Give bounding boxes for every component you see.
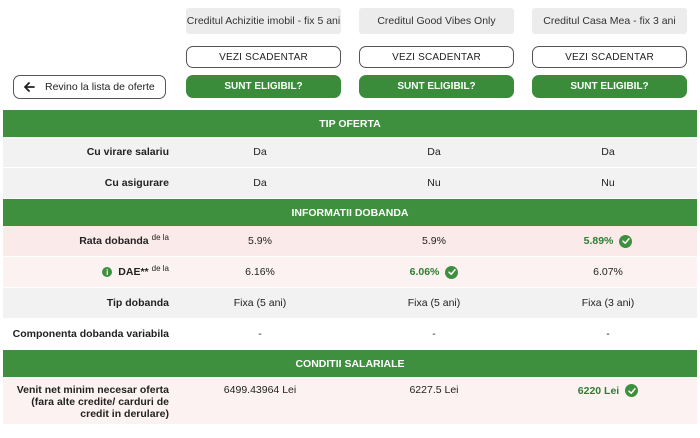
- table-row: Venit net minim necesar oferta (fara alt…: [3, 377, 697, 425]
- row-label-venit-minim: Venit net minim necesar oferta (fara alt…: [3, 384, 173, 420]
- check-circle-icon: [619, 234, 633, 248]
- table-row: Cu virare salariu Da Da Da: [3, 137, 697, 168]
- row-label-line: credit in derulare): [80, 408, 169, 420]
- view-schedule-button-3[interactable]: VEZI SCADENTAR: [532, 46, 687, 68]
- check-circle-icon: [445, 265, 459, 279]
- cell-value: 6227.5 Lei: [409, 384, 459, 396]
- cell-value-text: 6220 Lei: [577, 384, 620, 397]
- cell-value-text: 5.89%: [583, 235, 614, 247]
- row-label-line: (fara alte credite/ carduri de: [31, 396, 169, 408]
- section-header-tip-oferta: TIP OFERTA: [3, 110, 697, 137]
- table-row: i DAE** de la 6.16% 6.06% 6.07%: [3, 257, 697, 288]
- table-row: Rata dobanda de la 5.9% 5.9% 5.89%: [3, 226, 697, 257]
- cell-value: Nu: [601, 177, 615, 189]
- back-button-label: Revino la lista de oferte: [45, 81, 155, 93]
- comparison-table: TIP OFERTA Cu virare salariu Da Da Da Cu…: [3, 110, 697, 425]
- row-label: Cu virare salariu: [86, 146, 169, 158]
- row-label-text: DAE**: [118, 266, 149, 278]
- cell-value: Da: [427, 146, 441, 158]
- eligible-button-1[interactable]: SUNT ELIGIBIL?: [186, 75, 341, 98]
- back-to-offers-button[interactable]: Revino la lista de oferte: [13, 75, 166, 99]
- cell-value-best: 5.89%: [521, 234, 695, 248]
- cell-value: 5.9%: [422, 235, 446, 247]
- offer-title-1: Creditul Achizitie imobil - fix 5 ani: [186, 8, 341, 34]
- section-header-informatii-dobanda: INFORMATII DOBANDA: [3, 199, 697, 226]
- cell-value: -: [606, 328, 610, 340]
- cell-value: 6.16%: [245, 266, 275, 278]
- row-label: Cu asigurare: [104, 177, 169, 189]
- arrow-left-icon: [24, 82, 35, 92]
- cell-value-best: 6220 Lei: [521, 384, 695, 397]
- row-label-sup: de la: [151, 263, 169, 273]
- offer-title-3: Creditul Casa Mea - fix 3 ani: [532, 8, 687, 34]
- table-row: Tip dobanda Fixa (5 ani) Fixa (5 ani) Fi…: [3, 288, 697, 319]
- table-row: Cu asigurare Da Nu Nu: [3, 168, 697, 199]
- info-icon[interactable]: i: [102, 267, 113, 277]
- cell-value-text: 6.06%: [409, 266, 440, 278]
- row-label-rata-dobanda: Rata dobanda de la: [3, 232, 173, 248]
- cell-value: Fixa (5 ani): [233, 297, 287, 309]
- cell-value: Fixa (3 ani): [581, 297, 635, 309]
- row-label-dae: i DAE** de la: [3, 263, 173, 278]
- cell-value-best: 6.06%: [347, 265, 521, 279]
- eligible-button-3[interactable]: SUNT ELIGIBIL?: [532, 75, 687, 98]
- view-schedule-button-1[interactable]: VEZI SCADENTAR: [186, 46, 341, 68]
- view-schedule-button-2[interactable]: VEZI SCADENTAR: [359, 46, 514, 68]
- row-label: Componenta dobanda variabila: [12, 328, 169, 340]
- cell-value: -: [432, 328, 436, 340]
- cell-value: Fixa (5 ani): [407, 297, 461, 309]
- cell-value: -: [258, 328, 262, 340]
- row-label-text: Rata dobanda: [79, 235, 149, 247]
- row-label-line: Venit net minim necesar oferta: [16, 384, 169, 396]
- section-header-conditii-salariale: CONDITII SALARIALE: [3, 350, 697, 377]
- offer-title-2: Creditul Good Vibes Only: [359, 8, 514, 34]
- cell-value: Da: [253, 177, 267, 189]
- cell-value: Da: [253, 146, 267, 158]
- row-label-sup: de la: [151, 232, 169, 242]
- cell-value: Nu: [427, 177, 441, 189]
- cell-value: 6499.43964 Lei: [223, 384, 297, 396]
- check-circle-icon: [625, 384, 639, 397]
- cell-value: 6.07%: [593, 266, 623, 278]
- cell-value: 5.9%: [248, 235, 272, 247]
- row-label: Tip dobanda: [106, 297, 169, 309]
- eligible-button-2[interactable]: SUNT ELIGIBIL?: [359, 75, 514, 98]
- cell-value: Da: [601, 146, 615, 158]
- table-row: Componenta dobanda variabila - - -: [3, 319, 697, 350]
